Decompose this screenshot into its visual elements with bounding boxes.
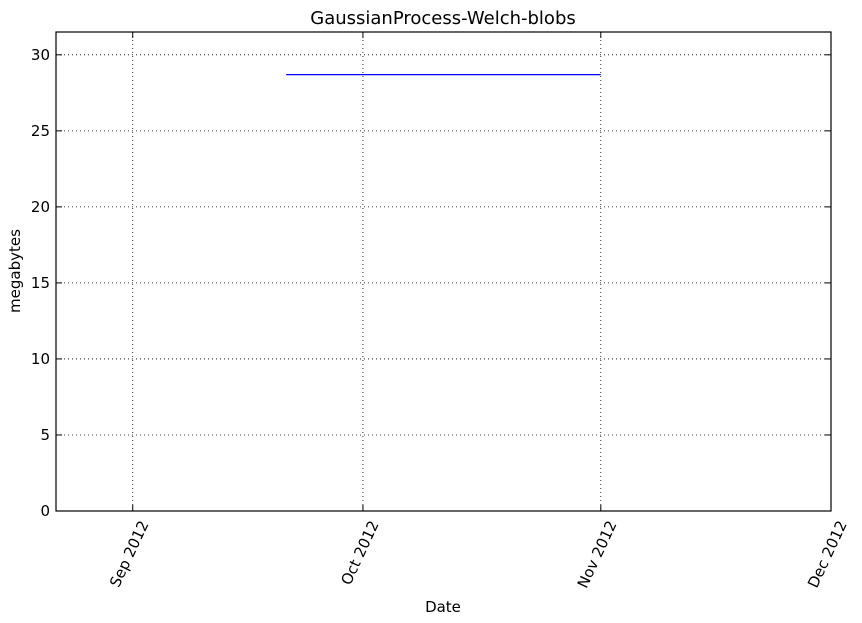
x-tick-label: Nov 2012 bbox=[574, 518, 621, 591]
y-tick-label: 30 bbox=[31, 46, 50, 64]
plot-frame bbox=[55, 31, 832, 512]
x-axis-title: Date bbox=[425, 598, 461, 616]
y-tick-label: 5 bbox=[40, 426, 50, 444]
x-tick-label: Oct 2012 bbox=[337, 518, 382, 588]
y-tick-label: 15 bbox=[31, 274, 50, 292]
ticks bbox=[56, 32, 832, 512]
y-tick-label: 10 bbox=[31, 350, 50, 368]
y-tick-label: 25 bbox=[31, 122, 50, 140]
chart-title: GaussianProcess-Welch-blobs bbox=[310, 8, 576, 29]
y-tick-label: 20 bbox=[31, 198, 50, 216]
x-tick-label: Sep 2012 bbox=[106, 518, 152, 590]
y-tick-label: 0 bbox=[40, 502, 50, 520]
y-axis-title: megabytes bbox=[6, 229, 24, 313]
x-tick-label: Dec 2012 bbox=[804, 518, 851, 591]
plot-background bbox=[56, 32, 831, 511]
